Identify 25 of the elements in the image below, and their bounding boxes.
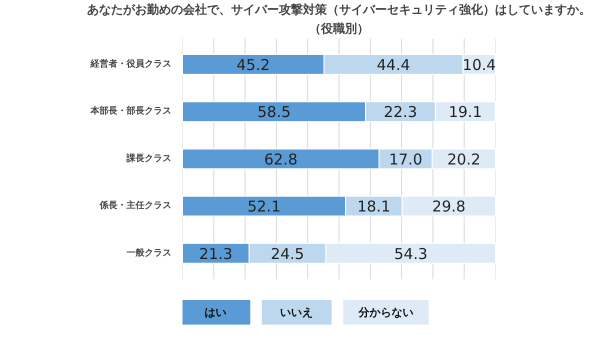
- text: 分からない: [357, 306, 414, 319]
- data-label: 44.4: [376, 56, 410, 74]
- data-label: 62.8: [264, 150, 298, 168]
- chart-title: あなたがお勤めの会社で、サイバー攻撃対策（サイバーセキュリティ強化）はしていますか。: [87, 2, 591, 16]
- data-label: 17.0: [388, 150, 422, 168]
- y-tick-label: 一般クラス: [126, 247, 172, 258]
- text: いいえ: [280, 306, 314, 319]
- data-label: 10.4: [462, 56, 496, 74]
- data-label: 19.1: [448, 103, 482, 122]
- y-tick-label: 経営者・役員クラス: [90, 58, 172, 70]
- y-tick-label: 係長・主任クラス: [98, 200, 172, 212]
- data-label: 24.5: [270, 244, 304, 263]
- data-label: 20.2: [447, 150, 481, 168]
- data-label: 52.1: [247, 198, 281, 216]
- data-label: 22.3: [384, 103, 418, 122]
- y-tick-label: 本部長・部長クラス: [90, 106, 172, 117]
- data-label: 21.3: [199, 244, 233, 263]
- chart-subtitle: （役職別）: [309, 22, 369, 36]
- text: はい: [204, 306, 226, 319]
- y-tick-label: 課長クラス: [126, 152, 172, 164]
- data-label: 29.8: [432, 198, 466, 216]
- data-label: 54.3: [394, 244, 428, 263]
- data-label: 58.5: [257, 103, 291, 122]
- data-label: 18.1: [357, 198, 391, 216]
- data-label: 45.2: [236, 56, 270, 74]
